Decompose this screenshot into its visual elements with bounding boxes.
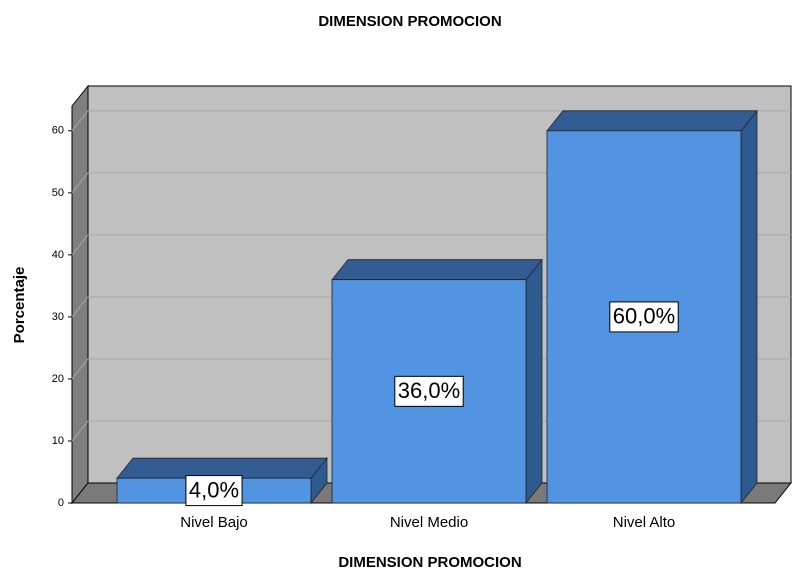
value-label-box <box>185 475 243 507</box>
grid-line <box>71 110 89 132</box>
value-label-box <box>609 301 679 333</box>
grid-line <box>71 358 89 380</box>
grid-line <box>71 172 89 194</box>
y-tick-label: 20 <box>52 373 64 385</box>
y-tick-label: 10 <box>52 435 64 447</box>
y-tick-label: 0 <box>58 497 64 509</box>
value-label: 60,0% <box>613 304 675 329</box>
bar-top <box>331 259 543 281</box>
y-tick-label: 40 <box>52 249 64 261</box>
side-wall <box>71 84 89 505</box>
chart-title: DIMENSION PROMOCION <box>318 13 501 30</box>
grid-line <box>71 296 89 318</box>
y-tick-label: 60 <box>52 125 64 137</box>
x-tick-label: Nivel Medio <box>390 514 468 531</box>
y-tick-label: 50 <box>52 187 64 199</box>
bar-top <box>546 110 758 132</box>
y-tick-label: 30 <box>52 311 64 323</box>
value-label: 4,0% <box>189 477 239 502</box>
x-tick-label: Nivel Alto <box>613 514 676 531</box>
value-label-box <box>394 375 464 407</box>
grid-line <box>71 420 89 442</box>
y-axis-title: Porcentaje <box>11 267 28 344</box>
bar <box>546 130 742 504</box>
bar-side <box>525 258 543 505</box>
bar-side <box>740 109 758 505</box>
grid-line <box>71 234 89 256</box>
value-label: 36,0% <box>398 378 460 403</box>
x-tick-label: Nivel Bajo <box>180 514 248 531</box>
x-axis-title: DIMENSION PROMOCION <box>338 554 521 571</box>
